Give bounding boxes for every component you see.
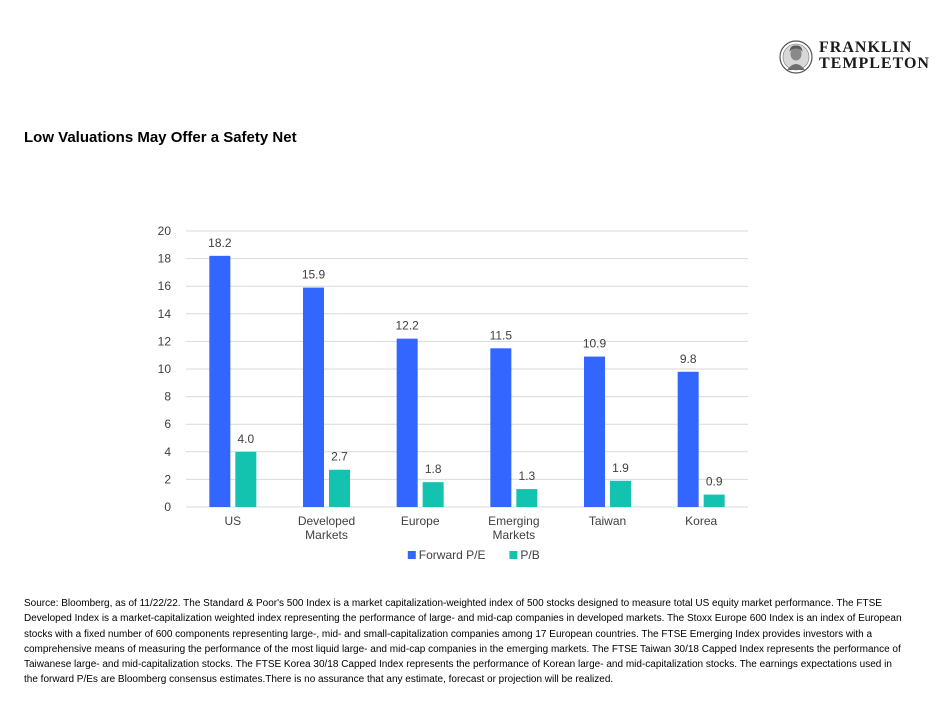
y-tick-label: 10 — [158, 362, 172, 376]
franklin-templeton-logo: FRANKLIN TEMPLETON — [779, 40, 929, 74]
y-tick-label: 8 — [164, 390, 171, 404]
x-category-label: Korea — [685, 514, 717, 528]
bar-forward-pe — [396, 338, 418, 507]
bar-pb — [235, 451, 257, 507]
data-label: 0.9 — [706, 475, 723, 489]
y-tick-label: 20 — [158, 224, 172, 238]
bar-pb — [610, 480, 631, 507]
source-footnote: Source: Bloomberg, as of 11/22/22. The S… — [24, 598, 902, 686]
bar-pb — [703, 494, 725, 507]
y-tick-label: 4 — [164, 445, 171, 459]
y-tick-label: 12 — [158, 334, 172, 348]
chart-svg: 0 2 4 6 8 10 12 14 16 18 20 18.2 4.0 US 15.9 2.7 Develop… — [158, 224, 748, 562]
brand-line-1: FRANKLIN — [819, 39, 913, 56]
data-label: 12.2 — [395, 319, 419, 333]
bar-forward-pe — [584, 356, 605, 507]
bar-chart: 0 2 4 6 8 10 12 14 16 18 20 18.2 4.0 US 15.9 2.7 Develop… — [140, 220, 760, 580]
data-label: 4.0 — [237, 432, 254, 446]
bar-pb — [422, 482, 444, 507]
bar-pb — [329, 469, 350, 507]
bar-forward-pe — [490, 348, 512, 507]
brand-line-2: TEMPLETON — [819, 55, 930, 72]
x-category-label: Developed — [298, 514, 355, 528]
legend-swatch — [407, 551, 416, 559]
x-category-label: Emerging — [488, 514, 539, 528]
data-label: 1.3 — [518, 469, 535, 483]
data-label: 9.8 — [680, 352, 697, 366]
y-tick-label: 14 — [158, 307, 172, 321]
x-category-label: Markets — [305, 528, 348, 542]
legend-swatch — [509, 551, 518, 559]
brand-wordmark: FRANKLIN TEMPLETON — [819, 40, 930, 72]
y-tick-label: 16 — [158, 279, 172, 293]
y-tick-label: 0 — [164, 500, 171, 514]
data-label: 2.7 — [331, 450, 348, 464]
y-tick-label: 18 — [158, 252, 172, 266]
data-label: 18.2 — [208, 236, 232, 250]
bar-forward-pe — [303, 287, 324, 507]
x-category-label: Markets — [492, 528, 535, 542]
bar-forward-pe — [209, 255, 231, 507]
franklin-portrait-icon — [779, 40, 813, 74]
data-label: 15.9 — [302, 268, 326, 282]
bar-forward-pe — [677, 371, 699, 507]
x-category-label: US — [224, 514, 241, 528]
y-tick-label: 2 — [164, 472, 171, 486]
page-title: Low Valuations May Offer a Safety Net — [24, 129, 297, 146]
x-category-label: Taiwan — [589, 514, 626, 528]
data-label: 1.8 — [425, 462, 442, 476]
legend-label: Forward P/E — [419, 548, 486, 562]
data-label: 1.9 — [612, 461, 629, 475]
data-label: 11.5 — [490, 328, 513, 342]
data-label: 10.9 — [583, 337, 607, 351]
y-tick-label: 6 — [164, 417, 171, 431]
x-category-label: Europe — [401, 514, 440, 528]
bar-pb — [516, 489, 538, 507]
legend-label: P/B — [520, 548, 539, 562]
